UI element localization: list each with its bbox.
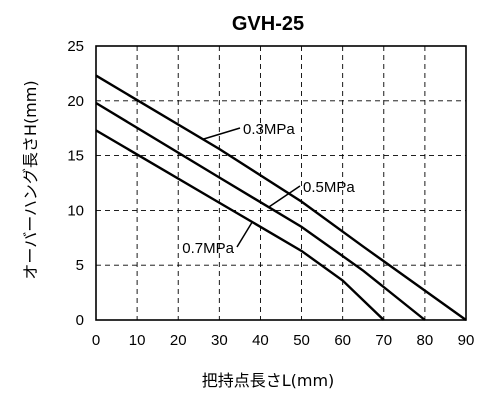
x-tick-label-30: 30 [211,332,228,349]
series-line-0-7mpa [95,129,385,321]
leader-line-0-5mpa [268,185,301,208]
series-lines [95,74,467,321]
x-tick-label-60: 60 [334,332,351,349]
series-line-0-5mpa [95,101,426,321]
series-label-0-7mpa: 0.7MPa [182,240,234,257]
y-tick-labels: 0 5 10 15 20 25 [67,38,84,329]
x-tick-label-50: 50 [293,332,310,349]
y-tick-label-20: 20 [67,93,84,110]
x-tick-label-40: 40 [252,332,269,349]
series-annotations: 0.3MPa 0.5MPa 0.7MPa [182,121,355,257]
series-label-0-5mpa: 0.5MPa [303,179,355,196]
leader-line-0-3mpa [202,127,241,140]
series-line-0-3mpa [95,74,467,321]
x-tick-label-70: 70 [375,332,392,349]
y-tick-label-25: 25 [67,38,84,55]
x-tick-label-80: 80 [417,332,434,349]
leader-line-0-7mpa [236,221,253,248]
x-tick-labels: 0 10 20 30 40 50 60 70 80 90 [92,332,475,349]
plot-frame [95,45,467,321]
y-tick-label-5: 5 [76,257,84,274]
chart-title: GVH-25 [232,13,304,35]
x-tick-label-90: 90 [458,332,475,349]
x-tick-label-20: 20 [170,332,187,349]
series-label-0-3mpa: 0.3MPa [243,121,295,138]
x-tick-label-0: 0 [92,332,100,349]
x-axis-label: 把持点長さL(mm) [202,371,335,390]
grid [96,46,466,320]
y-tick-label-15: 15 [67,148,84,165]
y-axis-label: オーバーハング長さH(mm) [21,80,40,279]
y-tick-label-10: 10 [67,202,84,219]
x-tick-label-10: 10 [129,332,146,349]
y-tick-label-0: 0 [76,312,84,329]
